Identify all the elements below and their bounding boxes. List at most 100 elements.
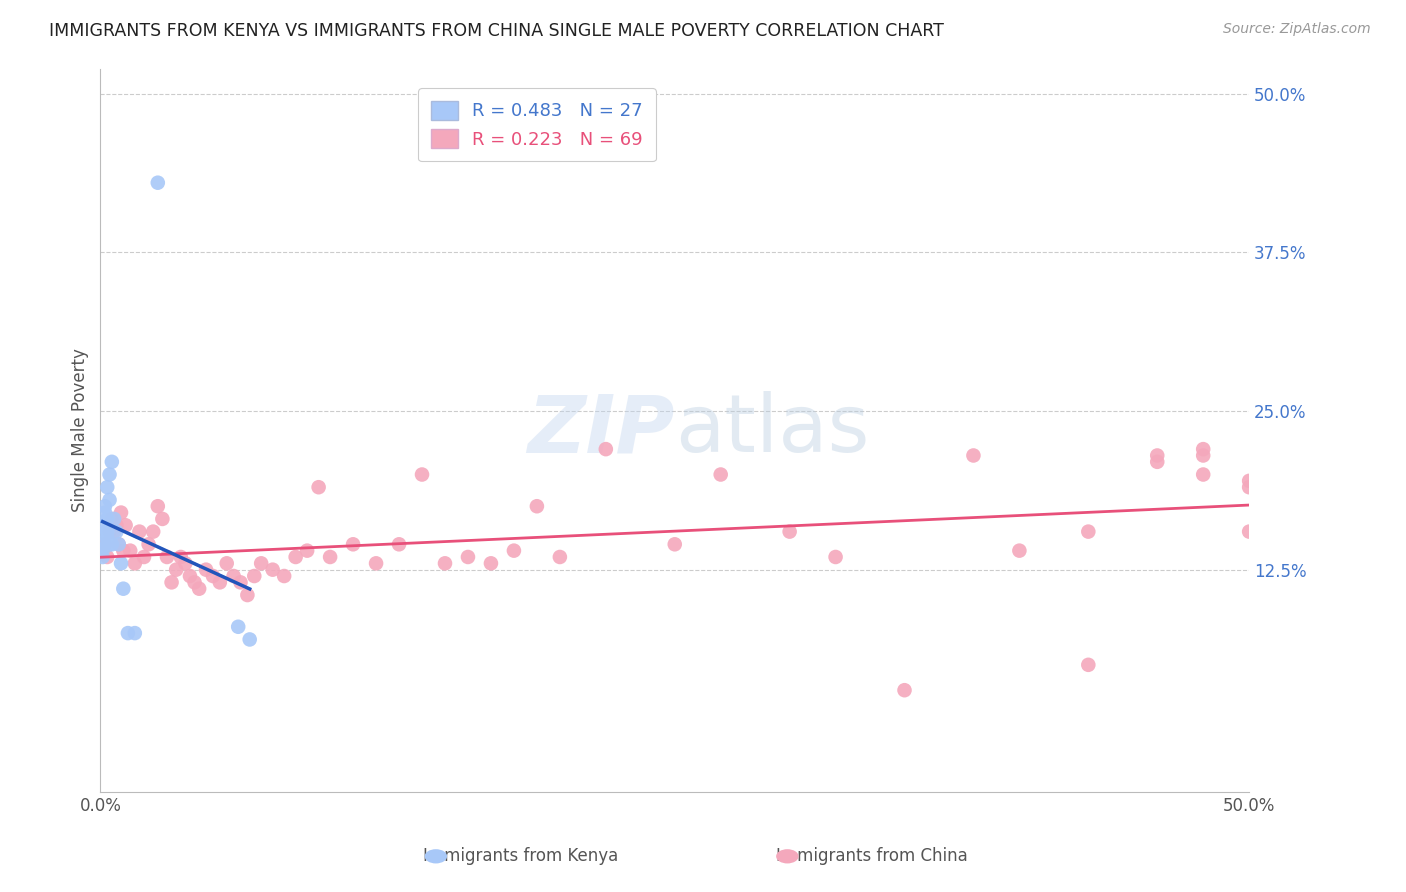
Point <box>110 557 132 571</box>
Point <box>319 549 342 564</box>
Point <box>236 588 259 602</box>
Y-axis label: Single Male Poverty: Single Male Poverty <box>72 348 89 512</box>
Point <box>273 569 295 583</box>
Text: Immigrants from China: Immigrants from China <box>776 847 967 865</box>
Point <box>124 557 146 571</box>
Point <box>110 506 132 520</box>
Point <box>165 563 187 577</box>
Point <box>229 575 252 590</box>
Point <box>243 569 266 583</box>
Point <box>96 549 118 564</box>
Point <box>595 442 617 457</box>
Point <box>1008 543 1031 558</box>
Point <box>1192 449 1215 463</box>
Point <box>503 543 526 558</box>
Point <box>103 524 125 539</box>
Legend: R = 0.483   N = 27, R = 0.223   N = 69: R = 0.483 N = 27, R = 0.223 N = 69 <box>418 88 655 161</box>
Point <box>526 500 548 514</box>
Point <box>146 500 169 514</box>
Point <box>779 524 801 539</box>
Point <box>117 626 139 640</box>
Point <box>364 557 387 571</box>
Text: Immigrants from Kenya: Immigrants from Kenya <box>423 847 617 865</box>
Point <box>94 500 117 514</box>
Point <box>710 467 733 482</box>
Point <box>146 176 169 190</box>
Point <box>170 549 193 564</box>
Point <box>96 480 118 494</box>
Point <box>433 557 456 571</box>
Point <box>101 455 124 469</box>
Point <box>98 537 121 551</box>
Point <box>201 569 224 583</box>
Text: IMMIGRANTS FROM KENYA VS IMMIGRANTS FROM CHINA SINGLE MALE POVERTY CORRELATION C: IMMIGRANTS FROM KENYA VS IMMIGRANTS FROM… <box>49 22 943 40</box>
Point <box>1077 524 1099 539</box>
Point <box>208 575 231 590</box>
Point <box>342 537 364 551</box>
Point <box>479 557 502 571</box>
Point <box>101 537 124 551</box>
Point <box>962 449 984 463</box>
Point <box>239 632 262 647</box>
Point <box>105 518 128 533</box>
Point <box>105 524 128 539</box>
Point <box>222 569 245 583</box>
Point <box>124 626 146 640</box>
Text: Source: ZipAtlas.com: Source: ZipAtlas.com <box>1223 22 1371 37</box>
Point <box>91 549 114 564</box>
Point <box>96 512 118 526</box>
Point <box>114 518 136 533</box>
Text: ZIP: ZIP <box>527 391 675 469</box>
Point <box>138 537 160 551</box>
Point <box>94 524 117 539</box>
Point <box>128 524 150 539</box>
Point <box>411 467 433 482</box>
Point <box>112 582 135 596</box>
Point <box>195 563 218 577</box>
Point <box>107 537 129 551</box>
Point <box>112 543 135 558</box>
Point <box>215 557 238 571</box>
Point <box>150 512 173 526</box>
Point <box>101 512 124 526</box>
Point <box>664 537 686 551</box>
Point <box>295 543 318 558</box>
Point <box>226 620 249 634</box>
Point <box>824 549 846 564</box>
Point <box>94 506 117 520</box>
Point <box>284 549 307 564</box>
Point <box>1237 474 1260 488</box>
Point <box>142 524 165 539</box>
Point <box>98 524 121 539</box>
Point <box>96 531 118 545</box>
Point <box>1077 657 1099 672</box>
Point <box>103 512 125 526</box>
Point <box>96 524 118 539</box>
Point <box>388 537 411 551</box>
Point <box>120 543 142 558</box>
Point <box>96 537 118 551</box>
Point <box>156 549 179 564</box>
Point <box>94 518 117 533</box>
Point <box>1192 442 1215 457</box>
Point <box>250 557 273 571</box>
Point <box>98 492 121 507</box>
Point <box>94 537 117 551</box>
Point <box>188 582 211 596</box>
Point <box>174 557 197 571</box>
Point <box>91 537 114 551</box>
Point <box>1146 449 1168 463</box>
Point <box>98 467 121 482</box>
Point <box>1237 480 1260 494</box>
Point <box>132 549 155 564</box>
Point <box>179 569 201 583</box>
Point <box>548 549 571 564</box>
Point <box>107 537 129 551</box>
Point <box>308 480 330 494</box>
Text: atlas: atlas <box>675 391 869 469</box>
Point <box>893 683 915 698</box>
Point <box>1237 524 1260 539</box>
Point <box>1192 467 1215 482</box>
Point <box>160 575 183 590</box>
Point <box>262 563 284 577</box>
